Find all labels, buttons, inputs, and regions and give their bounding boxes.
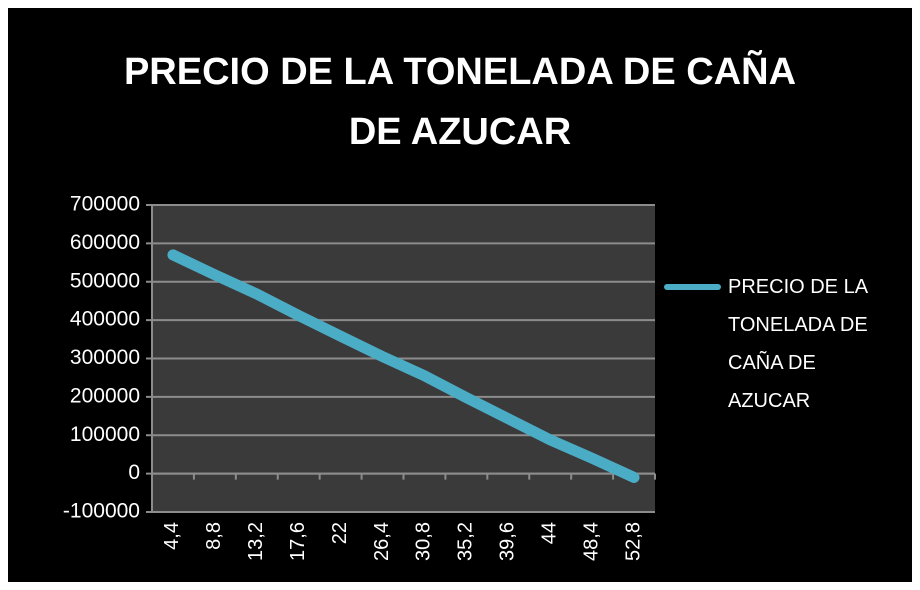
x-tick-label: 52,8 bbox=[622, 522, 644, 561]
y-tick-label: 300000 bbox=[70, 346, 140, 369]
x-tick-label: 22 bbox=[329, 522, 351, 544]
x-tick-label: 13,2 bbox=[245, 522, 267, 561]
data-line bbox=[167, 249, 640, 483]
y-tick-label: -100000 bbox=[63, 500, 140, 523]
x-tick-label: 26,4 bbox=[371, 522, 393, 561]
y-tick-label: 400000 bbox=[70, 308, 140, 331]
x-tick-label: 17,6 bbox=[287, 522, 309, 561]
x-tick-label: 4,4 bbox=[161, 522, 183, 550]
x-tick-label: 8,8 bbox=[203, 522, 225, 550]
legend-label: PRECIO DE LA TONELADA DE CAÑA DE AZUCAR bbox=[728, 276, 868, 412]
x-tick-label: 35,2 bbox=[455, 522, 477, 561]
y-tick-label: 700000 bbox=[70, 193, 140, 216]
chart-title: PRECIO DE LA TONELADA DE CAÑA DE AZUCAR bbox=[123, 51, 797, 153]
x-tick-label: 48,4 bbox=[580, 522, 602, 561]
y-tick-label: 100000 bbox=[70, 423, 140, 446]
x-tick-label: 39,6 bbox=[497, 522, 519, 561]
x-tick-label: 44 bbox=[538, 522, 560, 544]
y-tick-label: 0 bbox=[128, 461, 140, 484]
y-tick-label: 500000 bbox=[70, 269, 140, 292]
x-tick-label: 30,8 bbox=[413, 522, 435, 561]
y-tick-label: 200000 bbox=[70, 384, 140, 407]
y-tick-label: 600000 bbox=[70, 231, 140, 254]
